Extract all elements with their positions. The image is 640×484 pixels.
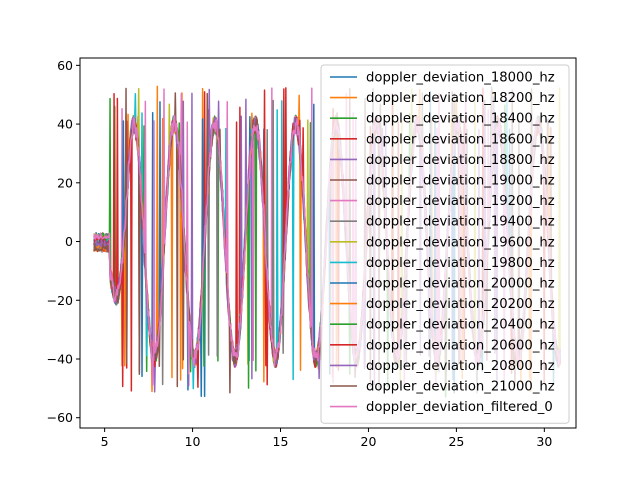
legend-label: doppler_deviation_20800_hz — [366, 359, 555, 374]
legend-label: doppler_deviation_20200_hz — [366, 297, 555, 312]
legend-label: doppler_deviation_19000_hz — [366, 174, 555, 189]
x-axis: 5 10 15 20 25 30 — [101, 428, 552, 449]
legend-label: doppler_deviation_19800_hz — [366, 256, 555, 271]
x-tick-label: 25 — [448, 434, 464, 449]
y-axis: −60 −40 −20 0 20 40 60 — [47, 58, 80, 425]
legend-label: doppler_deviation_19200_hz — [366, 194, 555, 209]
legend-label: doppler_deviation_19600_hz — [366, 235, 555, 250]
y-tick-label: 0 — [65, 234, 73, 249]
legend-label: doppler_deviation_20600_hz — [366, 338, 555, 353]
plot-frame — [79, 57, 577, 429]
y-tick-label: 60 — [57, 58, 73, 73]
legend-label: doppler_deviation_18400_hz — [366, 112, 555, 127]
x-tick-label: 10 — [185, 434, 201, 449]
legend-label: doppler_deviation_20000_hz — [366, 277, 555, 292]
y-tick-label: −20 — [47, 293, 73, 308]
y-tick-label: −40 — [47, 351, 73, 366]
legend-label: doppler_deviation_19400_hz — [366, 215, 555, 230]
x-tick-label: 20 — [361, 434, 377, 449]
legend-label: doppler_deviation_18600_hz — [366, 132, 555, 147]
legend-label: doppler_deviation_filtered_0 — [366, 400, 553, 415]
x-tick-label: 15 — [273, 434, 289, 449]
legend-label: doppler_deviation_18800_hz — [366, 153, 555, 168]
y-tick-label: −60 — [47, 410, 73, 425]
legend-label: doppler_deviation_18200_hz — [366, 91, 555, 106]
legend-label: doppler_deviation_21000_hz — [366, 380, 555, 395]
y-tick-label: 40 — [57, 117, 73, 132]
legend-label: doppler_deviation_18000_hz — [366, 71, 555, 86]
x-tick-label: 30 — [536, 434, 552, 449]
legend-label: doppler_deviation_20400_hz — [366, 318, 555, 333]
legend: doppler_deviation_18000_hz doppler_deviat… — [320, 64, 570, 424]
y-tick-label: 20 — [57, 175, 73, 190]
legend-box — [320, 64, 570, 424]
x-tick-label: 5 — [101, 434, 109, 449]
